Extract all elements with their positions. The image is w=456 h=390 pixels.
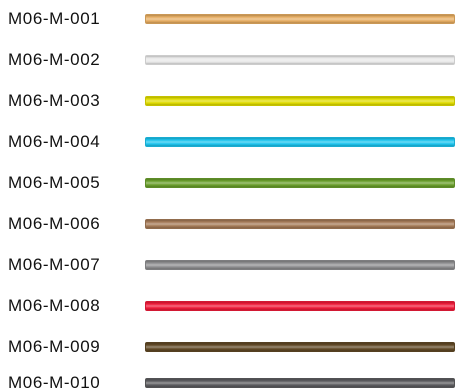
swatch-row: M06-M-001 [0, 0, 456, 38]
swatch-bar [145, 14, 455, 24]
swatch-bar [145, 219, 455, 229]
swatch-bar [145, 96, 455, 106]
swatch-row: M06-M-006 [0, 205, 456, 243]
swatch-code: M06-M-010 [8, 373, 101, 390]
swatch-bar [145, 260, 455, 270]
swatch-row: M06-M-002 [0, 41, 456, 79]
swatch-bar [145, 55, 455, 65]
swatch-bar [145, 178, 455, 188]
swatch-code: M06-M-005 [8, 173, 101, 192]
swatch-code: M06-M-008 [8, 296, 101, 315]
swatch-bar [145, 301, 455, 311]
swatch-row: M06-M-004 [0, 123, 456, 161]
swatch-bar [145, 137, 455, 147]
swatch-row: M06-M-010 [0, 364, 456, 390]
swatch-row: M06-M-003 [0, 82, 456, 120]
swatch-row: M06-M-005 [0, 164, 456, 202]
swatch-code: M06-M-007 [8, 255, 101, 274]
swatch-code: M06-M-004 [8, 132, 101, 151]
swatch-bar [145, 342, 455, 352]
swatch-row: M06-M-007 [0, 246, 456, 284]
swatch-code: M06-M-002 [8, 50, 101, 69]
swatch-code: M06-M-001 [8, 9, 101, 28]
swatch-code: M06-M-009 [8, 337, 101, 356]
swatch-code: M06-M-003 [8, 91, 101, 110]
swatch-bar [145, 378, 455, 388]
swatch-row: M06-M-009 [0, 328, 456, 366]
swatch-code: M06-M-006 [8, 214, 101, 233]
swatch-row: M06-M-008 [0, 287, 456, 325]
